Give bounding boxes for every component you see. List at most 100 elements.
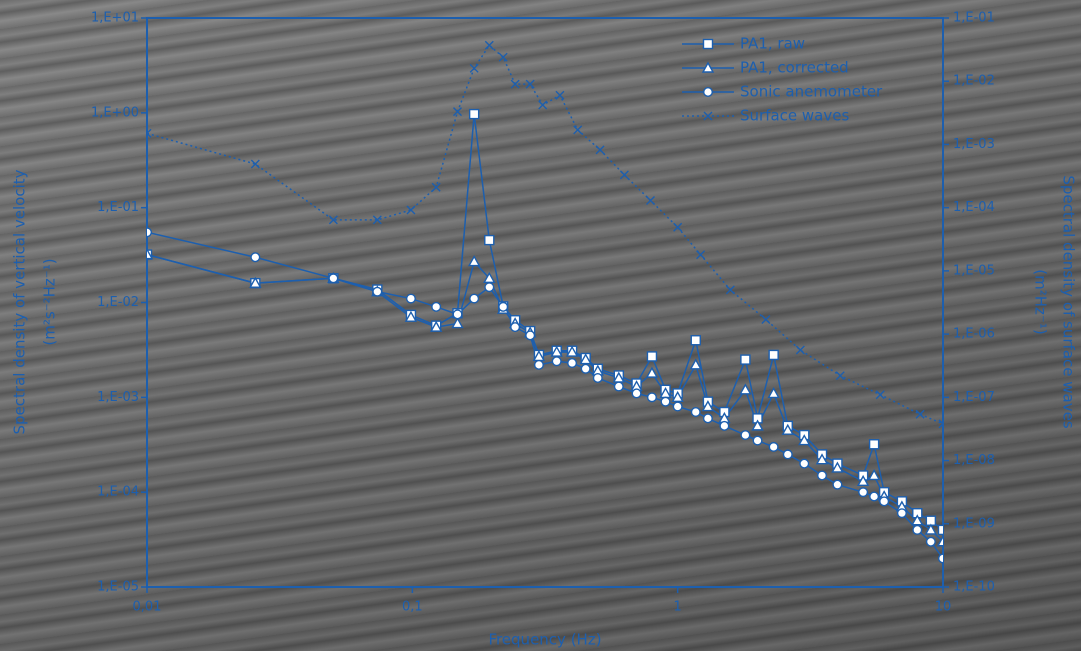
y2-tick-label: 1,E-03 [953,137,995,152]
marker-x [510,79,520,89]
y-tick-label: 1,E-01 [97,200,139,215]
marker-triangle [856,474,870,487]
marker-circle [469,293,480,304]
marker-x [469,63,479,73]
marker-triangle [451,317,464,329]
plot-area [147,40,943,564]
marker-square [468,108,480,120]
marker-x [725,285,735,295]
marker-circle [431,301,442,312]
marker-x [453,107,463,117]
marker-triangle [767,386,780,399]
marker-square [768,349,779,361]
marker-x [555,90,565,100]
marker-circle [672,401,683,412]
y2-tick-label: 1,E-05 [953,263,995,278]
marker-circle [832,479,843,490]
marker-circle [510,322,521,333]
marker-circle [925,536,936,547]
marker-circle [533,359,544,370]
marker-x [147,128,152,138]
marker-circle [631,388,642,399]
marker-circle [938,553,943,564]
marker-circle [498,301,509,312]
marker-x [372,215,382,225]
marker-triangle [645,366,659,378]
marker-circle [372,286,383,297]
x-tick-label: 0,1 [402,600,423,615]
series-line [147,113,943,531]
marker-circle [752,435,763,446]
marker-x [795,345,805,355]
marker-circle [879,496,890,507]
marker-circle [719,420,730,431]
y-tick-label: 1,E+01 [91,11,139,26]
marker-circle [580,363,591,374]
y2-tick-label: 1,E-07 [953,390,995,405]
marker-square [484,234,495,246]
y2-tick-label: 1,E-10 [953,580,995,595]
series-line [147,253,943,543]
marker-triangle [671,390,684,403]
x-tick-label: 1 [674,600,682,615]
marker-circle [525,330,536,341]
marker-triangle [924,523,938,535]
marker-square [702,38,714,50]
marker-triangle [701,61,715,73]
marker-triangle [579,353,592,365]
marker-triangle [467,255,481,267]
marker-circle [484,282,495,293]
marker-triangle [689,358,702,370]
y2-tick-label: 1,E-04 [953,200,995,215]
marker-x [938,419,943,429]
marker-x [619,170,629,180]
marker-x [573,125,583,135]
marker-x [915,409,925,419]
marker-square [868,439,880,450]
marker-triangle [565,345,579,357]
y-tick-label: 1,E+00 [91,105,139,120]
y2-tick-label: 1,E-09 [953,516,995,531]
marker-x [835,371,845,381]
marker-triangle [936,535,943,547]
y-tick-label: 1,E-04 [97,485,139,500]
marker-circle [147,227,152,238]
marker-circle [702,413,713,424]
marker-x [328,215,338,225]
marker-circle [452,309,463,320]
marker-x [431,182,441,192]
marker-circle [250,252,261,263]
marker-circle [912,524,923,535]
y-tick-label: 1,E-05 [97,580,139,595]
marker-x [646,195,655,205]
marker-x [761,315,771,325]
legend-label: Sonic anemometer [740,83,883,101]
marker-triangle [867,469,881,481]
marker-triangle [404,310,418,322]
marker-square [690,335,701,346]
y2-tick-label: 1,E-01 [953,11,995,26]
y2-axis-label: Spectral density of surface waves [1060,175,1078,428]
marker-x [595,145,605,155]
marker-circle [613,381,624,392]
y2-tick-label: 1,E-02 [953,74,995,89]
marker-triangle [751,419,764,431]
marker-circle [817,470,828,481]
marker-circle [740,430,751,441]
y2-axis-units: (m²Hz⁻¹) [1032,269,1050,334]
marker-triangle [911,514,924,526]
marker-circle [405,293,416,304]
marker-circle [592,372,603,383]
marker-triangle [701,400,715,412]
series-line [147,231,943,559]
marker-x [484,40,494,50]
marker-triangle [781,423,794,435]
marker-circle [869,491,880,502]
marker-circle [551,356,562,367]
x-tick-label: 10 [935,600,952,615]
marker-triangle [739,383,752,395]
marker-circle [703,86,714,97]
marker-circle [690,407,701,418]
marker-x [406,205,416,215]
marker-circle [646,392,657,403]
